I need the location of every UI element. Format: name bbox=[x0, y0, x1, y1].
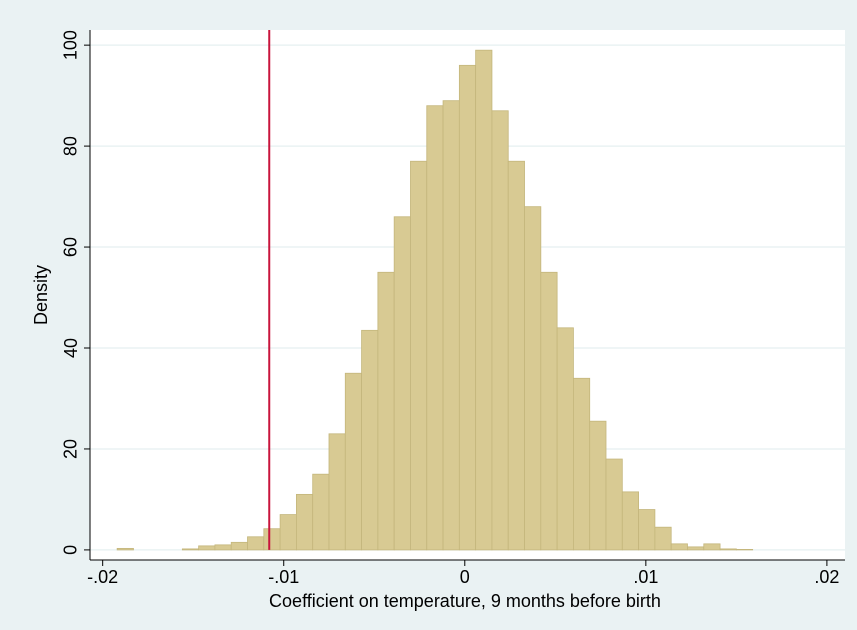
bar bbox=[377, 271, 395, 551]
bar bbox=[361, 329, 379, 551]
x-tick-label: -.01 bbox=[268, 567, 299, 587]
bar bbox=[279, 514, 297, 551]
bar bbox=[296, 493, 314, 551]
bar bbox=[426, 105, 444, 551]
y-tick-label: 20 bbox=[61, 439, 81, 459]
bar bbox=[214, 544, 232, 551]
bar bbox=[181, 548, 200, 551]
bar bbox=[410, 160, 428, 551]
bar bbox=[507, 160, 525, 551]
bar bbox=[719, 548, 737, 551]
y-tick-label: 80 bbox=[61, 136, 81, 156]
x-tick-label: .02 bbox=[814, 567, 839, 587]
bar bbox=[475, 49, 493, 551]
bar bbox=[654, 526, 672, 551]
bar bbox=[670, 543, 688, 551]
x-axis-title: Coefficient on temperature, 9 months bef… bbox=[269, 591, 661, 611]
bar bbox=[621, 491, 639, 551]
y-tick-label: 0 bbox=[61, 545, 81, 555]
bar bbox=[263, 528, 281, 551]
y-axis-title: Density bbox=[31, 265, 51, 325]
y-tick-label: 60 bbox=[61, 237, 81, 257]
bar bbox=[328, 433, 346, 551]
bar bbox=[573, 377, 591, 551]
bar bbox=[589, 420, 607, 551]
x-tick-label: -.02 bbox=[87, 567, 118, 587]
bar bbox=[312, 473, 330, 551]
y-tick-label: 40 bbox=[61, 338, 81, 358]
bar bbox=[198, 545, 216, 551]
bar bbox=[735, 549, 754, 551]
x-tick-label: 0 bbox=[460, 567, 470, 587]
bar bbox=[703, 543, 721, 551]
bar bbox=[638, 509, 656, 551]
x-tick-label: .01 bbox=[633, 567, 658, 587]
y-tick-label: 100 bbox=[61, 30, 81, 60]
bar bbox=[524, 206, 542, 551]
bar bbox=[442, 100, 460, 551]
bar bbox=[247, 536, 265, 551]
bar bbox=[230, 541, 248, 551]
bar bbox=[540, 271, 558, 551]
bar bbox=[116, 547, 134, 551]
bar bbox=[556, 327, 574, 551]
bar bbox=[393, 216, 411, 551]
bar bbox=[605, 458, 623, 551]
bar bbox=[687, 546, 705, 551]
bar bbox=[491, 110, 509, 551]
bar bbox=[458, 64, 477, 551]
bar bbox=[344, 372, 362, 551]
